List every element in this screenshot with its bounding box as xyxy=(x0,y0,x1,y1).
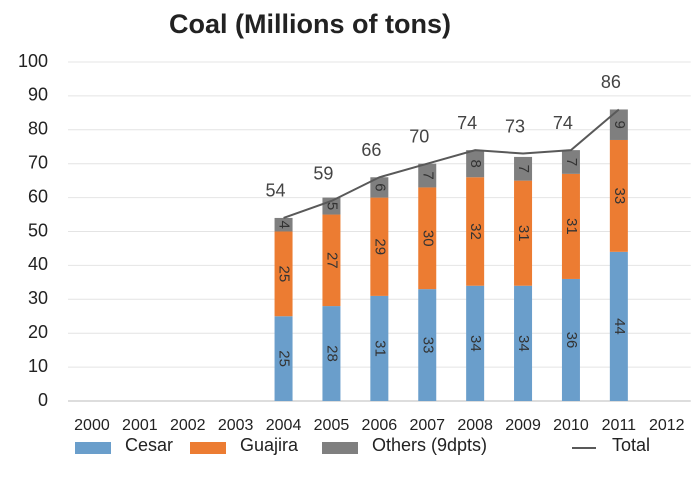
bar-label: 44 xyxy=(611,318,628,335)
x-tick-label: 2005 xyxy=(314,417,350,434)
x-tick-label: 2007 xyxy=(409,417,445,434)
legend-label: Guajira xyxy=(240,435,299,455)
bar-segment xyxy=(370,295,389,401)
bar-segment xyxy=(514,156,533,181)
bar-label: 5 xyxy=(323,202,340,210)
bar-segment xyxy=(609,251,628,401)
legend-label: Cesar xyxy=(125,435,173,455)
legend-swatch xyxy=(75,442,111,454)
bar-label: 4 xyxy=(276,221,293,229)
bar-label: 34 xyxy=(467,335,484,352)
bar-segment xyxy=(466,285,485,401)
total-label: 70 xyxy=(409,126,429,146)
bar-label: 9 xyxy=(611,121,628,129)
x-tick-label: 2002 xyxy=(170,417,206,434)
y-tick-label: 20 xyxy=(28,322,48,342)
bar-segment xyxy=(418,187,437,290)
bar-label: 28 xyxy=(323,345,340,362)
bar-segment xyxy=(609,139,628,252)
bar-segment xyxy=(466,150,485,178)
bar-segment xyxy=(274,231,293,317)
x-tick-label: 2009 xyxy=(505,417,541,434)
bar-label: 8 xyxy=(467,160,484,168)
bar-label: 27 xyxy=(323,252,340,269)
total-label: 74 xyxy=(457,113,477,133)
bar-label: 25 xyxy=(276,266,293,283)
legend-swatch xyxy=(322,442,358,454)
bar-segment xyxy=(609,109,628,140)
bar-label: 7 xyxy=(419,171,436,179)
bar-label: 33 xyxy=(419,337,436,354)
legend-label: Total xyxy=(612,435,650,455)
total-label: 86 xyxy=(601,72,621,92)
bar-segment xyxy=(466,177,485,286)
bar-segment xyxy=(418,163,437,188)
bar-segment xyxy=(561,173,580,279)
bar-label: 31 xyxy=(515,225,532,242)
bar-segment xyxy=(418,289,437,401)
bar-label: 30 xyxy=(419,230,436,247)
bar-segment xyxy=(561,150,580,174)
bar-label: 31 xyxy=(563,218,580,235)
bar-label: 7 xyxy=(563,158,580,166)
bar-label: 33 xyxy=(611,188,628,205)
y-tick-label: 60 xyxy=(28,186,48,206)
bar-segment xyxy=(370,197,389,296)
bar-segment xyxy=(561,278,580,401)
chart-title: Coal (Millions of tons) xyxy=(169,9,451,39)
x-tick-label: 2012 xyxy=(649,417,685,434)
y-tick-label: 70 xyxy=(28,152,48,172)
y-tick-label: 80 xyxy=(28,119,48,139)
y-tick-label: 50 xyxy=(28,220,48,240)
bar-segment xyxy=(370,177,389,198)
total-label: 59 xyxy=(313,164,333,184)
y-tick-label: 10 xyxy=(28,356,48,376)
total-label: 66 xyxy=(361,140,381,160)
bar-label: 7 xyxy=(515,165,532,173)
total-label: 74 xyxy=(553,113,573,133)
legend-label: Others (9dpts) xyxy=(372,435,487,455)
bar-label: 36 xyxy=(563,332,580,349)
x-tick-label: 2003 xyxy=(218,417,254,434)
bar-label: 34 xyxy=(515,335,532,352)
y-tick-label: 90 xyxy=(28,85,48,105)
y-tick-label: 100 xyxy=(18,51,48,71)
total-line xyxy=(283,108,620,219)
x-tick-label: 2004 xyxy=(266,417,302,434)
y-tick-label: 0 xyxy=(38,390,48,410)
x-tick-label: 2000 xyxy=(74,417,110,434)
total-label: 54 xyxy=(266,181,286,201)
x-tick-label: 2006 xyxy=(362,417,398,434)
x-tick-label: 2001 xyxy=(122,417,158,434)
bar-label: 32 xyxy=(467,223,484,240)
x-tick-label: 2010 xyxy=(553,417,589,434)
bar-label: 31 xyxy=(371,340,388,357)
bar-segment xyxy=(514,285,533,401)
x-tick-label: 2008 xyxy=(457,417,493,434)
bar-label: 25 xyxy=(276,350,293,367)
bar-segment xyxy=(322,306,341,401)
bar-label: 6 xyxy=(371,183,388,191)
bar-segment xyxy=(322,214,341,307)
y-tick-label: 30 xyxy=(28,288,48,308)
y-tick-label: 40 xyxy=(28,254,48,274)
bar-segment xyxy=(274,316,293,401)
bar-segment xyxy=(514,180,533,286)
legend-swatch xyxy=(190,442,226,454)
bar-label: 29 xyxy=(371,238,388,255)
total-label: 73 xyxy=(505,116,525,136)
bar-segment xyxy=(274,217,293,232)
x-tick-label: 2011 xyxy=(602,417,637,434)
